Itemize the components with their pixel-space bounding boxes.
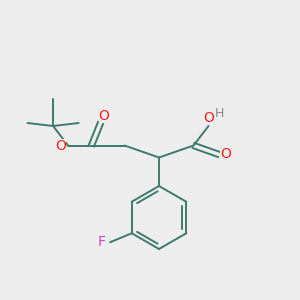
Text: O: O bbox=[220, 148, 231, 161]
Text: O: O bbox=[99, 109, 110, 122]
Text: O: O bbox=[203, 111, 214, 124]
Text: H: H bbox=[215, 107, 225, 120]
Text: O: O bbox=[55, 139, 66, 152]
Text: F: F bbox=[98, 235, 106, 249]
